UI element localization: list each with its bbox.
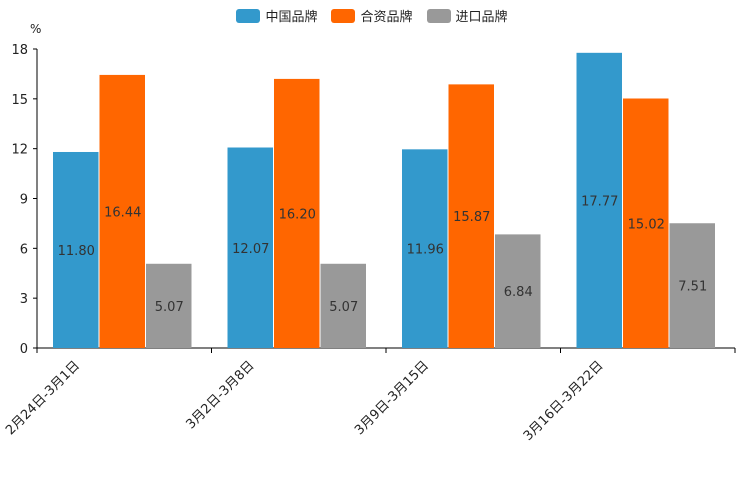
bar [320,263,366,348]
bar [227,147,273,348]
bar [274,78,320,349]
legend-item-imported-brand[interactable]: 进口品牌 [426,6,508,25]
bar [402,149,448,348]
y-axis-unit-label: % [30,22,42,36]
y-tick-label: 6 [20,242,28,257]
x-category-label: 3月16日-3月22日 [521,358,607,444]
bar-value-label: 17.77 [581,194,618,209]
y-tick-label: 0 [20,342,28,357]
y-tick-label: 12 [11,143,28,158]
bar [576,52,622,348]
y-tick-label: 15 [11,93,28,108]
x-category-label: 3月2日-3月8日 [183,358,257,432]
bar [669,223,715,348]
bar-value-label: 7.51 [678,280,707,295]
legend-label-china-brand: 中国品牌 [265,10,318,25]
y-tick-label: 9 [20,193,28,208]
bar-value-label: 15.87 [453,210,490,225]
legend: 中国品牌 合资品牌 进口品牌 [0,6,744,25]
bar [623,98,669,348]
legend-swatch-imported-brand [426,8,451,23]
bar [495,234,541,348]
bar [448,84,494,349]
x-category-label: 3月9日-3月15日 [352,358,432,438]
bar [53,151,99,348]
legend-swatch-joint-venture-brand [331,8,356,23]
bar-value-label: 11.80 [58,244,95,259]
bar-value-label: 5.07 [329,300,358,315]
y-tick-label: 3 [20,292,28,307]
bar-value-label: 6.84 [504,285,533,300]
x-category-label: 2月24日-3月1日 [3,358,83,438]
bar-value-label: 16.20 [279,207,316,222]
bar [146,263,192,348]
bar-value-label: 12.07 [232,242,269,257]
legend-label-imported-brand: 进口品牌 [455,10,508,25]
bar-value-label: 11.96 [407,243,444,258]
bar [99,74,145,348]
bar-value-label: 5.07 [155,300,184,315]
bar-value-label: 15.02 [628,217,665,232]
legend-item-joint-venture-brand[interactable]: 合资品牌 [331,6,413,25]
bar-value-label: 16.44 [104,205,141,220]
y-tick-label: 18 [11,43,28,58]
legend-label-joint-venture-brand: 合资品牌 [360,10,413,25]
legend-item-china-brand[interactable]: 中国品牌 [236,6,317,25]
legend-swatch-china-brand [236,8,261,23]
